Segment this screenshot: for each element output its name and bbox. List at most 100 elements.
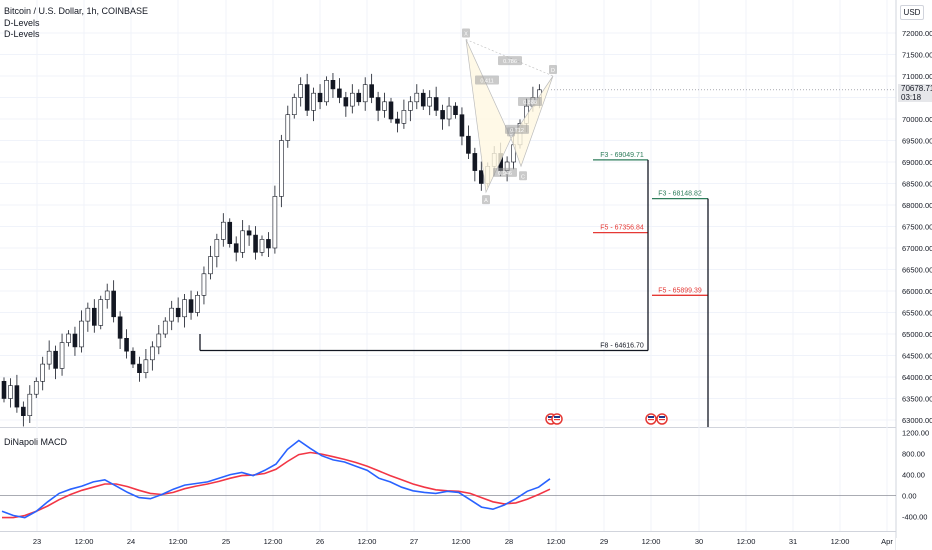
candle-body [272, 196, 278, 249]
candle-body [279, 140, 284, 197]
candle-body [362, 84, 368, 103]
time-tick-label: 26 [316, 537, 324, 546]
us-flag-icon [551, 413, 563, 425]
candle-body [21, 406, 26, 417]
macd-tick-label: 400.00 [902, 471, 925, 480]
candle-body [169, 307, 174, 322]
candle-body [46, 350, 52, 365]
grid [0, 0, 932, 532]
candle-body [27, 393, 33, 417]
candle-body [388, 101, 394, 120]
candle-body [59, 342, 65, 369]
axis-corner [896, 538, 932, 550]
macd-title[interactable]: DiNapoli MACD [4, 437, 68, 447]
time-tick-label: 12:00 [169, 537, 188, 546]
last-price-tag: 70678.71 03:18 [898, 84, 932, 102]
candle-body [53, 350, 58, 369]
candle-body [182, 299, 187, 318]
flag-stripe-red [648, 419, 654, 421]
candle-body [143, 359, 149, 373]
macd-signal-line [2, 451, 551, 519]
flag-stripe-blue [648, 416, 654, 418]
price-tick-label: 66000.00 [902, 287, 932, 296]
candle-body [79, 320, 84, 348]
time-tick-label: 12:00 [264, 537, 283, 546]
price-tick-label: 72000.00 [902, 29, 932, 38]
pattern-label: D [551, 68, 555, 74]
flag-stripe-red [554, 419, 560, 421]
pattern-label-bg [518, 96, 542, 106]
pattern-label: 0.411 [480, 78, 493, 84]
price-tick-label: 64000.00 [902, 373, 932, 382]
price-tick-label: 66500.00 [902, 266, 932, 275]
time-tick-label: 12:00 [831, 537, 850, 546]
price-tick-label: 67000.00 [902, 244, 932, 253]
candle-body [311, 92, 316, 111]
candle-body [124, 337, 129, 352]
candle-body [330, 80, 336, 90]
bar-countdown: 03:18 [901, 93, 922, 102]
price-tick-label: 71000.00 [902, 72, 932, 81]
flag-stripe-blue [548, 416, 554, 418]
candle-body [395, 118, 400, 124]
flag-stripe-red [548, 419, 554, 421]
fib-label: F5 - 65899.39 [658, 287, 702, 294]
candle-body [201, 273, 207, 296]
time-tick-label: 28 [505, 537, 513, 546]
indicator-label-1[interactable]: D-Levels [4, 18, 40, 28]
us-flag-icon [656, 413, 668, 425]
time-tick-label: 27 [410, 537, 418, 546]
time-tick-label: 29 [600, 537, 608, 546]
price-axis[interactable]: 72000.0071500.0071000.0070500.0070000.00… [895, 0, 932, 550]
time-tick-label: 24 [127, 537, 135, 546]
fib-levels: F3 - 69049.71 F5 - 67356.84 F8 - 64616.70 F… [199, 152, 709, 427]
candle-body [433, 97, 439, 111]
candle-body [356, 92, 362, 103]
pattern-label-bg [482, 195, 490, 205]
symbol-title[interactable]: Bitcoin / U.S. Dollar, 1h, COINBASE [4, 6, 149, 16]
price-tick-label: 67500.00 [902, 223, 932, 232]
event-flags[interactable] [545, 413, 668, 425]
price-tick-label: 68000.00 [902, 201, 932, 210]
time-tick-label: 12:00 [452, 537, 471, 546]
price-tick-label: 65000.00 [902, 330, 932, 339]
time-tick-label: 31 [789, 537, 797, 546]
time-tick-label: 12:00 [737, 537, 756, 546]
candle-body [14, 385, 20, 408]
indicator-label-2[interactable]: D-Levels [4, 29, 40, 39]
time-tick-label: 12:00 [642, 537, 661, 546]
candle-body [227, 221, 233, 244]
macd-tick-label: 800.00 [902, 450, 925, 459]
candle-body [349, 92, 355, 107]
price-tick-label: 70000.00 [902, 115, 932, 124]
candle-body [188, 299, 194, 313]
candle-body [33, 380, 39, 395]
macd-tick-label: -400.00 [902, 513, 927, 522]
price-axis-bg [896, 0, 932, 550]
last-price-value: 70678.71 [901, 84, 932, 93]
pattern-label-bg [493, 167, 517, 177]
candle-body [72, 333, 78, 348]
candle-body [85, 307, 91, 322]
candle-body [259, 239, 265, 253]
fib-label: F8 - 64616.70 [600, 342, 644, 349]
price-tick-label: 65500.00 [902, 309, 932, 318]
pattern-label: C [521, 174, 525, 180]
time-tick-label: 30 [695, 537, 703, 546]
pattern-label: 0.888 [523, 100, 537, 106]
candle-body [92, 307, 97, 326]
fib-label: F3 - 69049.71 [600, 152, 644, 159]
pattern-label-bg [475, 75, 499, 85]
currency-button[interactable]: USD [900, 5, 924, 20]
candle-body [8, 385, 13, 399]
fib-label: F5 - 67356.84 [600, 225, 644, 232]
candle-body [111, 290, 116, 318]
candle-body [466, 135, 471, 154]
candle-body [162, 320, 168, 335]
candle-body [117, 316, 123, 339]
time-axis[interactable]: 23 12:00 24 12:00 25 12:00 26 12:00 27 12:00 28 12:… [33, 537, 932, 550]
macd-line [1, 439, 551, 519]
candle-body [233, 243, 239, 253]
candle-body [427, 97, 433, 107]
